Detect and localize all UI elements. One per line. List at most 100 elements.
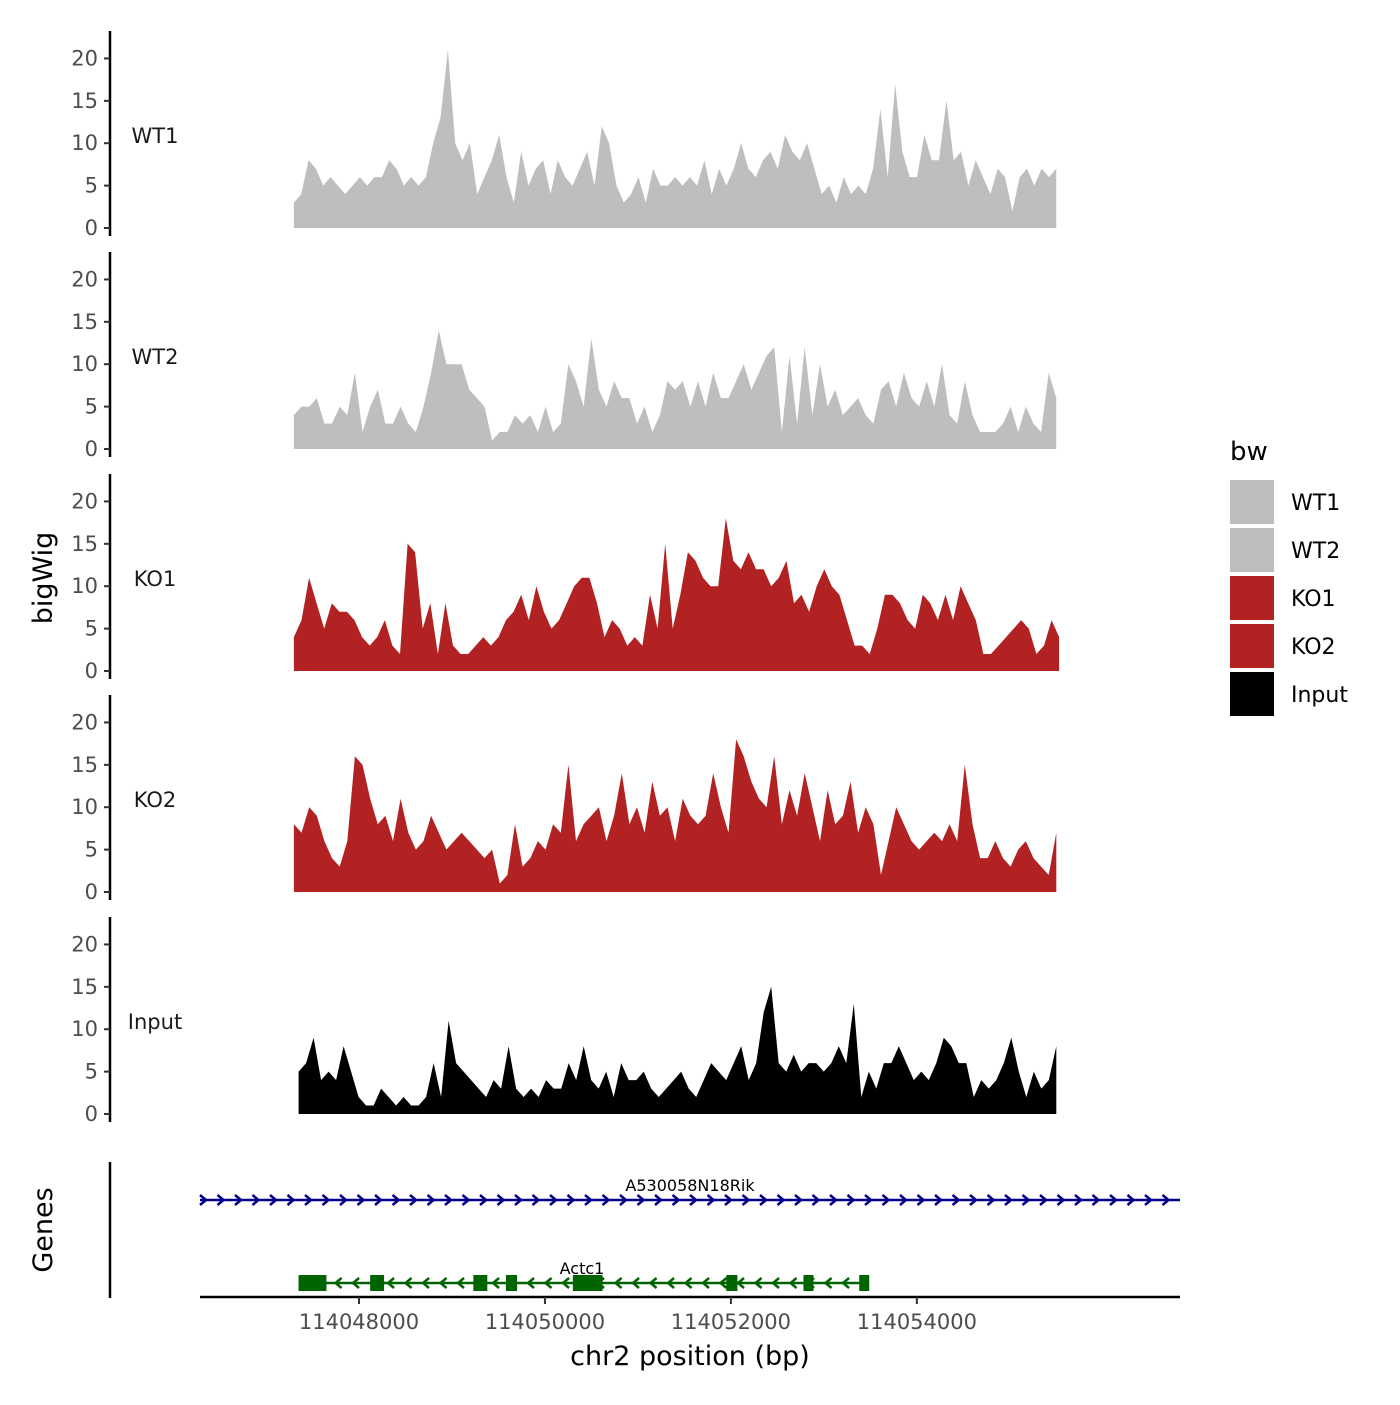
strand-arrow — [706, 1194, 716, 1206]
strand-arrow — [1039, 1194, 1048, 1206]
strand-arrow — [391, 1194, 401, 1206]
exon — [803, 1275, 814, 1291]
track-ko2: 0 5 10 15 20 KO2 — [71, 695, 1057, 904]
strand-arrow — [1144, 1194, 1153, 1206]
y-tick-label: 5 — [85, 617, 98, 641]
strand-arrow — [613, 1277, 623, 1289]
strand-arrow — [461, 1194, 471, 1206]
strand-arrow — [456, 1277, 465, 1289]
strand-arrow — [426, 1194, 436, 1206]
strand-arrow — [251, 1194, 261, 1206]
strand-arrow — [549, 1194, 558, 1206]
x-tick-label: 114054000 — [857, 1310, 977, 1334]
gene-name: A530058N18Rik — [625, 1176, 755, 1195]
legend-swatch-wt1 — [1230, 480, 1274, 524]
strand-arrow — [864, 1194, 873, 1206]
strand-arrow — [648, 1277, 658, 1289]
genes-axis-title: Genes — [28, 1187, 59, 1272]
y-tick-label: 20 — [71, 710, 98, 734]
y-tick-label: 0 — [85, 216, 98, 240]
strand-arrow — [666, 1277, 675, 1289]
strand-arrow — [479, 1194, 488, 1206]
strand-arrow — [934, 1194, 943, 1206]
strand-arrow — [409, 1194, 418, 1206]
strand-arrow — [386, 1277, 395, 1289]
strand-arrow — [269, 1194, 278, 1206]
exon — [572, 1275, 603, 1291]
strand-arrow — [566, 1194, 576, 1206]
strand-arrow — [654, 1194, 663, 1206]
strand-arrow — [881, 1194, 891, 1206]
legend-swatch-input — [1230, 672, 1274, 716]
strand-arrow — [1091, 1194, 1101, 1206]
legend-swatch-wt2 — [1230, 528, 1274, 572]
exon — [298, 1275, 327, 1291]
y-tick-label: 15 — [71, 310, 98, 334]
strand-arrow — [561, 1277, 570, 1289]
legend-label: Input — [1291, 683, 1348, 708]
strand-arrow — [584, 1194, 593, 1206]
coverage-area-wt2 — [293, 330, 1057, 449]
y-tick-label: 10 — [71, 131, 98, 155]
track-ko1: 0 5 10 15 20 KO1 — [71, 474, 1060, 683]
gene-actc1: Actc1 — [298, 1259, 870, 1291]
coverage-area-ko1 — [293, 518, 1060, 671]
legend-label: KO1 — [1291, 587, 1336, 612]
y-tick-label: 10 — [71, 795, 98, 819]
y-tick-label: 15 — [71, 975, 98, 999]
track-label: Input — [128, 1010, 182, 1034]
strand-arrow — [601, 1194, 611, 1206]
strand-arrow — [776, 1194, 786, 1206]
coverage-area-input — [298, 986, 1057, 1114]
strand-arrow — [403, 1277, 413, 1289]
y-tick-label: 10 — [71, 1017, 98, 1041]
strand-arrow — [811, 1194, 821, 1206]
strand-arrow — [351, 1277, 360, 1289]
strand-arrow — [683, 1277, 693, 1289]
strand-arrow — [321, 1194, 331, 1206]
strand-arrow — [199, 1194, 208, 1206]
strand-arrow — [841, 1277, 850, 1289]
y-tick-label: 15 — [71, 753, 98, 777]
y-tick-label: 15 — [71, 89, 98, 113]
strand-arrow — [304, 1194, 313, 1206]
y-tick-label: 10 — [71, 574, 98, 598]
strand-arrow — [496, 1194, 506, 1206]
strand-arrow — [339, 1194, 348, 1206]
track-label: KO2 — [134, 788, 177, 812]
tracks-layer: 0 5 10 15 20 WT1 0 5 10 15 20 WT2 0 5 10 15 20 KO1 0 5 10 15 2… — [71, 31, 1060, 1126]
strand-arrow — [829, 1194, 838, 1206]
track-label: WT1 — [132, 124, 179, 148]
x-tick-label: 114050000 — [485, 1310, 605, 1334]
strand-arrow — [619, 1194, 628, 1206]
x-tick-label: 114052000 — [671, 1310, 791, 1334]
strand-arrow — [1126, 1194, 1136, 1206]
strand-arrow — [986, 1194, 996, 1206]
y-tick-label: 0 — [85, 880, 98, 904]
strand-arrow — [1074, 1194, 1083, 1206]
strand-arrow — [724, 1194, 733, 1206]
y-tick-label: 0 — [85, 437, 98, 461]
strand-arrow — [333, 1277, 343, 1289]
strand-arrow — [916, 1194, 926, 1206]
y-tick-label: 10 — [71, 352, 98, 376]
strand-arrow — [771, 1277, 780, 1289]
strand-arrow — [846, 1194, 856, 1206]
y-tick-label: 20 — [71, 267, 98, 291]
strand-arrow — [1021, 1194, 1031, 1206]
strand-arrow — [823, 1277, 833, 1289]
y-axis-title: bigWig — [28, 532, 59, 625]
strand-arrow — [718, 1277, 728, 1289]
track-label: KO1 — [134, 567, 177, 591]
legend-label: WT1 — [1291, 491, 1340, 516]
y-tick-label: 20 — [71, 932, 98, 956]
y-tick-label: 15 — [71, 532, 98, 556]
coverage-area-wt1 — [293, 50, 1057, 228]
strand-arrow — [531, 1194, 541, 1206]
strand-arrow — [216, 1194, 226, 1206]
gene-a530058n18rik: A530058N18Rik — [199, 1176, 1180, 1206]
coverage-area-ko2 — [293, 739, 1057, 892]
strand-arrow — [899, 1194, 908, 1206]
